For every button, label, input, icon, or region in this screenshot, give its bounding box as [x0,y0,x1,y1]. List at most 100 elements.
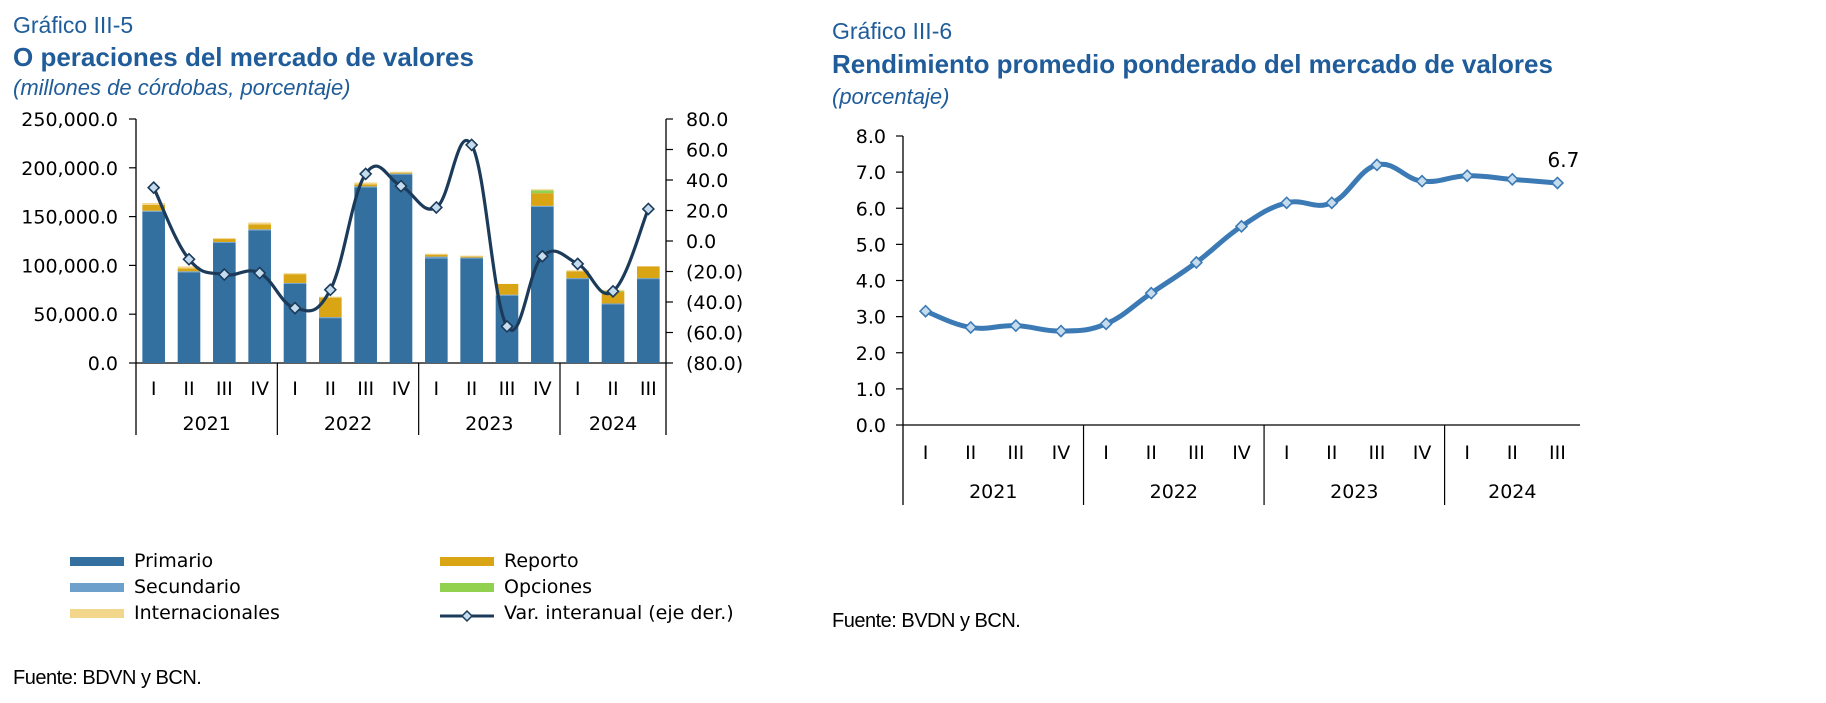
line-diamond-icon [440,609,494,623]
x-tick-label: IV [1052,442,1071,464]
bar-primario [177,272,201,363]
rendimiento-point [1415,174,1429,188]
x-tick-label: IV [1413,442,1432,464]
rendimiento-point [918,304,933,318]
y-tick-label: 50,000.0 [33,304,118,326]
legend-label-internacionales: Internacionales [134,602,280,624]
year-label: 2022 [324,413,372,435]
x-tick-label: IV [1232,442,1251,464]
rendimiento-point [1009,319,1023,333]
x-tick-label: II [1507,442,1518,464]
y2-tick-label: (20.0) [686,262,743,284]
bar-internacionales [213,238,236,240]
legend-left: Primario Reporto Secundario Opciones Int… [70,550,890,640]
x-tick-label: IV [533,378,552,400]
var-point [500,319,514,334]
legend-swatch-secundario [70,582,124,592]
bar-secundario [425,256,448,259]
x-tick-label: II [325,378,336,400]
var-point [571,257,585,271]
bar-primario [566,279,589,363]
bar-reporto [142,204,165,211]
var-point [182,252,196,266]
legend-swatch-internacionales [70,608,124,618]
x-tick-label: II [183,378,194,400]
rendimiento-point [1280,196,1294,210]
bar-primario [354,187,377,363]
bar-primario [283,283,307,363]
var-point [253,266,267,280]
y2-tick-label: (80.0) [686,353,743,375]
var-point [535,249,549,263]
rendimiento-point [1099,317,1113,331]
y2-tick-label: 80.0 [686,109,728,131]
bar-primario [319,318,342,363]
data-label: 6.7 [1548,148,1580,172]
x-tick-label: III [640,378,657,400]
bar-secundario [319,317,342,319]
rendimiento-point [1460,169,1474,183]
bar-primario [213,242,236,363]
bar-secundario [601,303,625,305]
year-label: 2023 [1330,481,1378,503]
year-label: 2021 [182,413,230,435]
figure-number-right: Gráfico III-6 [832,18,953,44]
var-point [147,180,161,195]
bar-primario [248,230,271,363]
y-tick-label: 3.0 [856,307,886,329]
chart-subtitle-left: (millones de córdobas, porcentaje) [13,75,351,100]
var-point [323,283,337,297]
bar-secundario [142,210,165,212]
bar-internacionales [319,296,342,298]
x-tick-label: II [1326,442,1337,464]
y-tick-label: 5.0 [856,234,886,256]
year-label: 2023 [465,413,513,435]
rendimiento-point [1144,286,1158,300]
bar-reporto [460,256,483,258]
bar-reporto [248,224,271,230]
panel-rendimiento: Gráfico III-6 Rendimiento promedio ponde… [832,0,1826,703]
bar-internacionales [531,189,554,191]
y2-tick-label: (40.0) [686,292,743,314]
bar-reporto [354,184,377,187]
chart-title-left: O peraciones del mercado de valores [13,42,474,72]
bar-reporto [425,254,448,257]
x-tick-label: III [216,378,233,400]
y-tick-label: 2.0 [856,343,886,365]
y-tick-label: 6.0 [856,198,886,220]
y2-tick-label: (60.0) [686,323,743,345]
legend-item-reporto: Reporto [440,550,579,572]
rendimiento-line [924,161,1558,334]
bar-primario [601,304,625,363]
bar-primario [142,211,165,363]
y-tick-label: 150,000.0 [21,207,118,229]
chart-rendimiento: 0.01.02.03.04.05.06.07.08.0I II III IV I II II… [856,126,1580,505]
rendimiento-point [1325,196,1339,210]
legend-item-opciones: Opciones [440,576,592,598]
y-tick-label: 1.0 [856,379,886,401]
x-tick-label: I [151,378,157,400]
var-point [394,179,408,193]
chart-subtitle-right: (porcentaje) [832,84,950,109]
var-point [465,138,479,152]
rendimiento-point [1189,255,1203,270]
legend-label-primario: Primario [134,550,214,572]
bar-reporto [495,283,519,295]
x-tick-label: I [1103,442,1109,464]
var-point [641,202,655,216]
bar-secundario [531,205,554,207]
bar-secundario [283,282,307,284]
rendimiento-point [964,320,978,335]
legend-item-var: Var. interanual (eje der.) [440,602,734,624]
x-tick-label: III [1549,442,1566,464]
legend-swatch-reporto [440,556,494,566]
year-label: 2024 [1488,481,1536,503]
rendimiento-point [1370,158,1384,172]
bar-opciones [531,190,554,194]
bar-secundario [248,229,271,231]
rendimiento-point [1550,176,1565,190]
bar-reporto [319,297,342,318]
bar-internacionales [566,270,589,272]
legend-item-internacionales: Internacionales [70,602,280,624]
y2-tick-label: 60.0 [686,140,728,162]
